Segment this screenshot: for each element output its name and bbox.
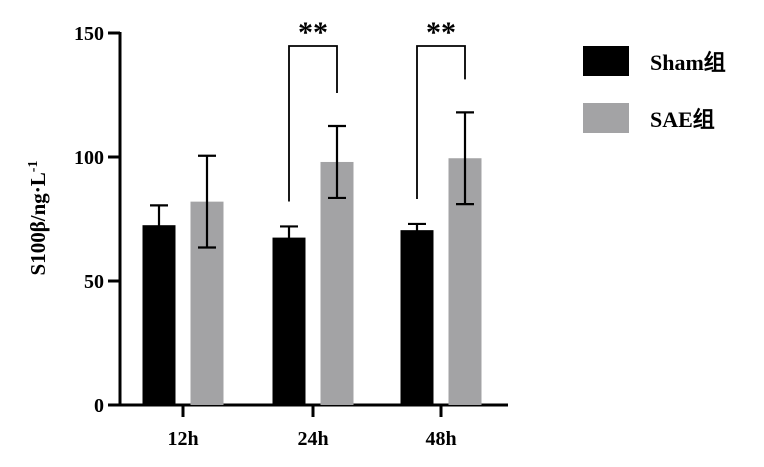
- x-tick-label-24h: 24h: [297, 428, 328, 450]
- bar-48h-series-0: [400, 230, 434, 405]
- y-axis-title-superscript: -1: [26, 161, 41, 173]
- x-tick-label-48h: 48h: [425, 428, 456, 450]
- y-axis-title: S100β/ng·L-1: [26, 161, 50, 276]
- legend-label-series-1: SAE组: [650, 107, 715, 132]
- plot-area: 0 50 100 150 12h 24h 48h ** **: [74, 16, 508, 450]
- bar-24h-series-0: [272, 237, 306, 405]
- x-tick-label-12h: 12h: [167, 428, 198, 450]
- y-tick-label-100: 100: [74, 147, 104, 169]
- y-tick-label-0: 0: [94, 395, 104, 417]
- significance-bracket-48h: [416, 45, 466, 199]
- y-tick-label-150: 150: [74, 23, 104, 45]
- y-tick-label-50: 50: [84, 271, 104, 293]
- significance-label-48h: **: [426, 16, 456, 49]
- bar-12h-series-0: [142, 225, 176, 405]
- significance-label-24h: **: [298, 16, 328, 49]
- bar-24h-series-1: [320, 161, 354, 405]
- significance-bracket-24h: [288, 45, 338, 202]
- legend-label-series-0: Sham组: [650, 50, 726, 75]
- legend: Sham组 SAE组: [583, 46, 726, 133]
- legend-swatch-series-0: [583, 46, 629, 76]
- y-axis-title-text: S100β/ng·L: [26, 172, 50, 275]
- legend-swatch-series-1: [583, 103, 629, 133]
